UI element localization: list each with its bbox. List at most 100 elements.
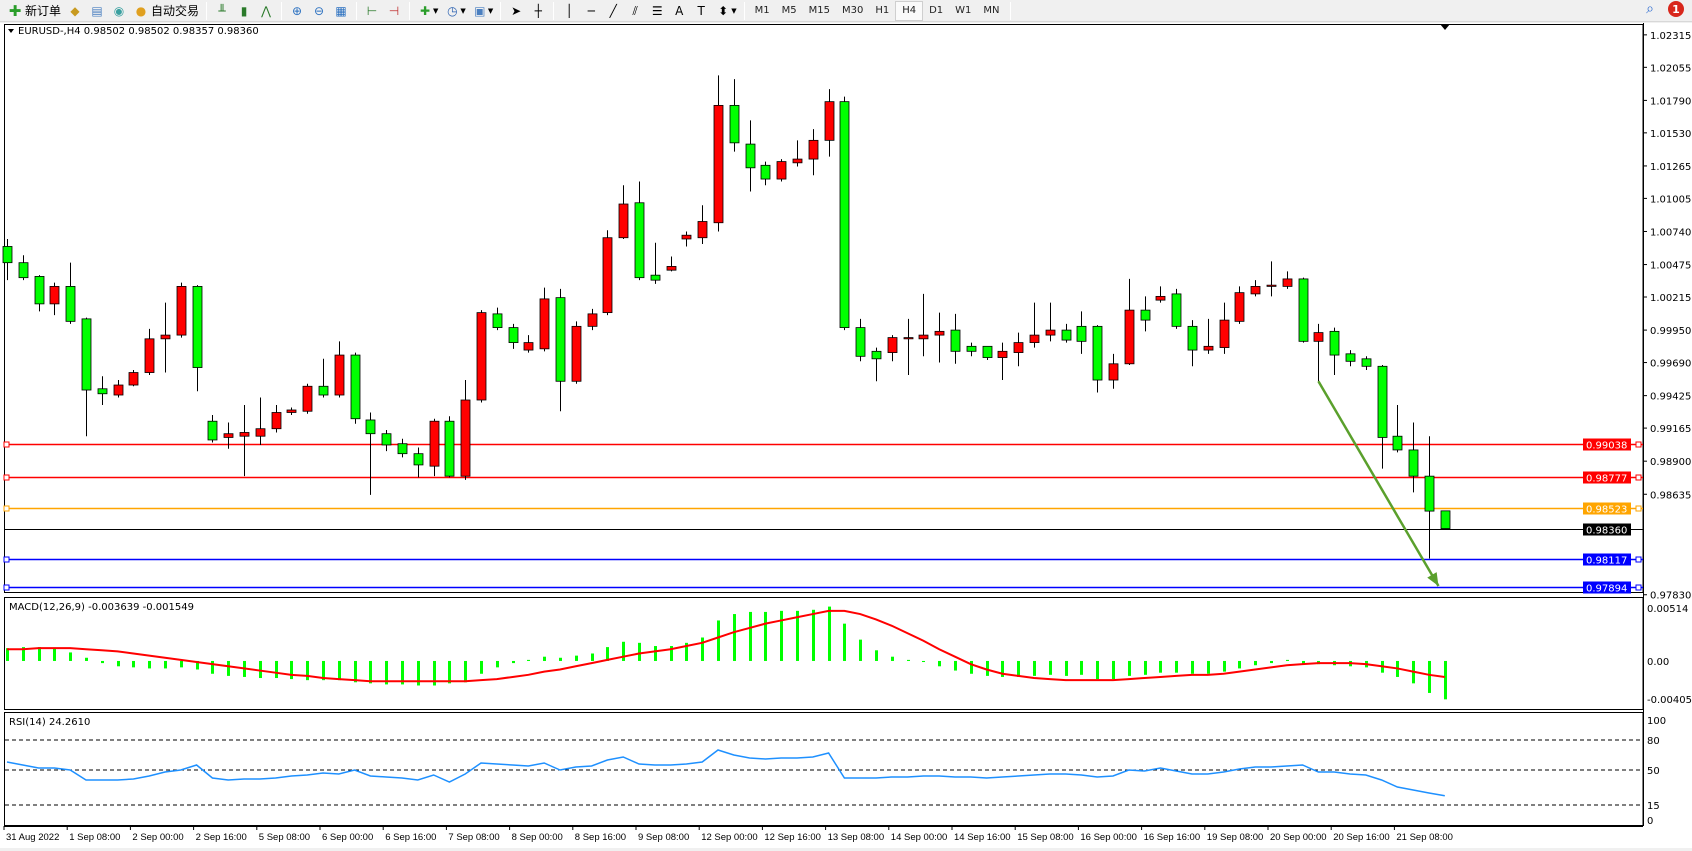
candle-body bbox=[508, 327, 519, 343]
macd-histogram-bar bbox=[196, 660, 199, 670]
periods-button[interactable]: ◷ ▼ bbox=[441, 1, 468, 21]
chart-canvas[interactable]: 1.02315 1.02055 1.01790 1.01530 1.01265 1.010… bbox=[0, 23, 1692, 848]
candle-body bbox=[918, 334, 929, 340]
candle bbox=[650, 242, 661, 284]
fibonacci-button[interactable]: ☰ bbox=[646, 1, 668, 21]
trendline-button[interactable]: ╱ bbox=[602, 1, 624, 21]
crosshair-button[interactable]: ┼ bbox=[527, 1, 549, 21]
chart-header: EURUSD-,H4 0.98502 0.98502 0.98357 0.983… bbox=[18, 26, 259, 37]
new-order-button[interactable]: ✚ 新订单 bbox=[4, 1, 64, 21]
text-button[interactable]: A bbox=[668, 1, 690, 21]
new-order-label: 新订单 bbox=[25, 4, 62, 18]
line-chart-button[interactable]: ⋀ bbox=[255, 1, 277, 21]
macd-histogram-bar bbox=[780, 610, 783, 661]
arrows-button[interactable]: ⬍ ▼ bbox=[712, 1, 739, 21]
auto-trading-label: 自动交易 bbox=[151, 4, 200, 18]
history-button[interactable]: ◆ bbox=[64, 1, 86, 21]
candle bbox=[618, 185, 629, 239]
search-icon[interactable]: ⌕ bbox=[1646, 1, 1654, 17]
price-line-label: 0.98117 bbox=[1586, 556, 1627, 567]
time-tick-label: 2 Sep 16:00 bbox=[196, 832, 247, 843]
zoom-out-button[interactable]: ⊖ bbox=[308, 1, 330, 21]
candle-body bbox=[2, 246, 13, 264]
candle bbox=[65, 262, 76, 324]
candle bbox=[128, 370, 139, 387]
templates-icon: ▣ bbox=[474, 3, 486, 18]
candle-body bbox=[760, 164, 771, 180]
zoom-in-button[interactable]: ⊕ bbox=[286, 1, 308, 21]
candle-body bbox=[1108, 363, 1119, 381]
equidistant-channel-button[interactable]: ⫽ bbox=[624, 1, 646, 21]
templates-button[interactable]: ▣ ▼ bbox=[469, 1, 496, 21]
candle-body bbox=[239, 432, 250, 437]
candle-body bbox=[1234, 292, 1245, 322]
indicators-icon: ✚ bbox=[420, 3, 431, 18]
timeframe-h4[interactable]: H4 bbox=[895, 0, 924, 21]
horizontal-line-button[interactable]: ─ bbox=[580, 1, 602, 21]
timeframe-m1[interactable]: M1 bbox=[754, 5, 770, 16]
timeframe-m15[interactable]: M15 bbox=[808, 5, 830, 16]
candle bbox=[397, 438, 408, 458]
candle bbox=[1187, 320, 1198, 367]
candle-body bbox=[792, 158, 803, 164]
price-line-tag bbox=[1583, 553, 1631, 566]
chart-window[interactable]: 1.02315 1.02055 1.01790 1.01530 1.01265 1.010… bbox=[0, 23, 1692, 848]
trendline-icon: ╱ bbox=[609, 3, 617, 18]
candle-body bbox=[318, 385, 329, 396]
terminal-button[interactable]: ▤ bbox=[86, 1, 108, 21]
autoscroll-button[interactable]: ⊣ bbox=[383, 1, 405, 21]
candle-body bbox=[97, 388, 108, 395]
candle-body bbox=[997, 350, 1008, 358]
rsi-line bbox=[6, 749, 1445, 797]
macd-histogram-bar bbox=[922, 660, 925, 663]
timeframe-d1[interactable]: D1 bbox=[929, 5, 944, 16]
notification-badge[interactable]: 1 bbox=[1668, 1, 1684, 17]
candle-body bbox=[1377, 365, 1388, 438]
macd-histogram-bar bbox=[1065, 660, 1068, 676]
main-pane-frame bbox=[4, 24, 1644, 593]
vertical-line-button[interactable]: │ bbox=[558, 1, 580, 21]
auto-trading-button[interactable]: ● 自动交易 bbox=[130, 1, 202, 21]
macd-histogram-bar bbox=[1302, 660, 1305, 665]
candle-body bbox=[1424, 475, 1435, 512]
candle-body bbox=[697, 221, 708, 239]
macd-histogram-bar bbox=[322, 660, 325, 681]
candle bbox=[255, 397, 266, 445]
candle-body bbox=[1392, 435, 1403, 451]
toolbar-separator bbox=[553, 1, 555, 20]
timeframe-h1[interactable]: H1 bbox=[875, 5, 890, 16]
cursor-button[interactable]: ➤ bbox=[505, 1, 527, 21]
price-tick-label: 1.00740 bbox=[1650, 227, 1691, 238]
bar-chart-button[interactable]: ╨ bbox=[211, 1, 233, 21]
candlestick-button[interactable]: ▮ bbox=[233, 1, 255, 21]
macd-histogram-bar bbox=[1444, 660, 1447, 700]
candle-body bbox=[18, 262, 29, 279]
timeframe-w1[interactable]: W1 bbox=[955, 5, 972, 16]
candle-body bbox=[334, 354, 345, 396]
bar-chart-icon: ╨ bbox=[218, 3, 226, 18]
chart-shift-button[interactable]: ⊢ bbox=[361, 1, 383, 21]
rsi-tick-label: 15 bbox=[1647, 801, 1660, 812]
macd-histogram-bar bbox=[117, 660, 120, 667]
candle-body bbox=[1219, 319, 1230, 348]
text-label-button[interactable]: T bbox=[690, 1, 712, 21]
tile-windows-button[interactable]: ▦ bbox=[330, 1, 352, 21]
signals-button[interactable]: ◉ bbox=[108, 1, 130, 21]
indicators-button[interactable]: ✚ ▼ bbox=[414, 1, 441, 21]
timeframe-m5[interactable]: M5 bbox=[781, 5, 797, 16]
candle bbox=[1092, 325, 1103, 393]
timeframe-mn[interactable]: MN bbox=[983, 5, 1000, 16]
time-tick-label: 5 Sep 08:00 bbox=[259, 832, 310, 843]
price-tick-label: 1.02315 bbox=[1650, 31, 1691, 42]
macd-histogram-bar bbox=[6, 648, 9, 661]
candle bbox=[49, 282, 60, 316]
candle bbox=[1250, 280, 1261, 297]
candle bbox=[666, 256, 677, 272]
macd-histogram-bar bbox=[812, 609, 815, 661]
auto-trading-icon: ● bbox=[135, 3, 147, 18]
candle-body bbox=[650, 274, 661, 281]
time-tick-label: 12 Sep 00:00 bbox=[701, 832, 758, 843]
timeframe-m30[interactable]: M30 bbox=[841, 5, 864, 16]
macd-histogram-bar bbox=[638, 642, 641, 661]
candle bbox=[745, 120, 756, 192]
